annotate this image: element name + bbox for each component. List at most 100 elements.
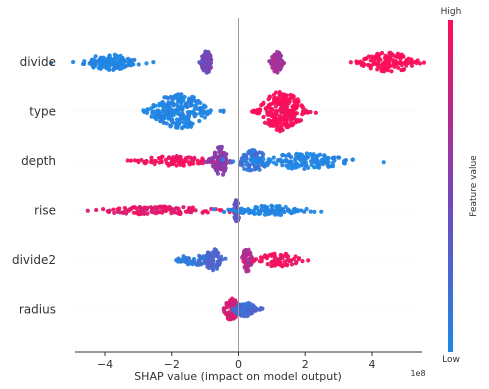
shap-point [250, 157, 255, 162]
shap-point [284, 157, 289, 163]
shap-point [306, 258, 311, 263]
shap-point [145, 211, 150, 216]
shap-point [173, 121, 178, 126]
shap-point [253, 204, 258, 210]
shap-point [196, 161, 201, 166]
shap-point [191, 256, 197, 262]
shap-point [260, 101, 266, 107]
shap-point [253, 158, 258, 164]
shap-point [293, 156, 298, 161]
shap-point [205, 210, 210, 215]
shap-point [362, 57, 367, 62]
shap-point [252, 258, 257, 263]
shap-point [286, 115, 291, 121]
shap-point [280, 264, 285, 269]
shap-point [298, 118, 304, 123]
shap-point [300, 259, 305, 264]
shap-point [197, 118, 202, 124]
shap-point [239, 156, 244, 161]
shap-point [294, 102, 299, 107]
shap-point [196, 262, 201, 267]
feature-row-rise [85, 198, 324, 224]
shap-point [243, 209, 248, 214]
feature-row-radius [221, 296, 265, 322]
shap-point [246, 263, 251, 268]
shap-point [283, 204, 288, 210]
shap-point [257, 107, 263, 112]
shap-point [188, 103, 193, 108]
shap-point [177, 159, 182, 164]
shap-point [350, 157, 355, 162]
shap-point [208, 58, 214, 63]
shap-point [215, 162, 220, 167]
shap-point [233, 209, 239, 214]
shap-point [107, 208, 112, 213]
shap-point [271, 93, 276, 98]
shap-point [155, 114, 160, 119]
shap-point [304, 156, 309, 161]
shap-point [186, 256, 192, 261]
shap-point [404, 63, 409, 68]
shap-point [179, 115, 184, 120]
shap-point [269, 203, 274, 208]
shap-point [124, 207, 129, 213]
shap-point [135, 158, 141, 163]
shap-point [206, 62, 212, 68]
shap-point [292, 113, 297, 118]
shap-point [149, 160, 154, 165]
shap-point [174, 163, 179, 168]
shap-point [161, 102, 167, 107]
shap-point [264, 105, 269, 111]
shap-point [293, 261, 298, 266]
shap-point [214, 253, 219, 259]
shap-point [205, 51, 210, 56]
shap-point [285, 124, 291, 130]
shap-point [185, 110, 190, 115]
shap-point [322, 153, 327, 158]
shap-point [343, 158, 348, 163]
shap-point [279, 124, 284, 129]
shap-point [387, 57, 392, 63]
shap-point [215, 171, 221, 176]
shap-point [164, 121, 169, 126]
feature-label-divide2: divide2 [12, 253, 56, 267]
shap-point [274, 123, 279, 128]
feature-label-radius: radius [19, 303, 56, 317]
shap-point [273, 55, 278, 61]
shap-point [219, 144, 224, 149]
shap-point [267, 118, 273, 124]
shap-point [245, 167, 250, 172]
shap-point [173, 94, 178, 99]
shap-point [166, 155, 171, 160]
shap-point [158, 209, 163, 214]
shap-point [269, 263, 274, 269]
shap-point [328, 164, 333, 169]
shap-point [149, 155, 154, 160]
shap-point [193, 103, 198, 109]
shap-point [241, 259, 246, 264]
shap-point [278, 212, 284, 217]
shap-point [158, 119, 163, 124]
shap-point [197, 60, 202, 65]
shap-point [170, 161, 175, 167]
shap-point [179, 92, 184, 97]
shap-point [175, 125, 180, 130]
shap-point [187, 162, 192, 167]
shap-point [162, 95, 167, 100]
shap-point [70, 59, 76, 65]
shap-point [107, 67, 112, 72]
shap-point [91, 60, 97, 65]
shap-point [212, 207, 217, 212]
shap-point [142, 109, 147, 114]
shap-point [262, 120, 268, 125]
shap-point [132, 205, 137, 210]
shap-point [82, 59, 87, 64]
shap-point [131, 210, 137, 215]
shap-point [280, 60, 285, 65]
shap-point [209, 158, 214, 163]
shap-point [264, 256, 269, 261]
shap-point [219, 150, 225, 155]
shap-point [375, 67, 380, 72]
shap-point [200, 161, 206, 166]
shap-point [389, 69, 394, 74]
